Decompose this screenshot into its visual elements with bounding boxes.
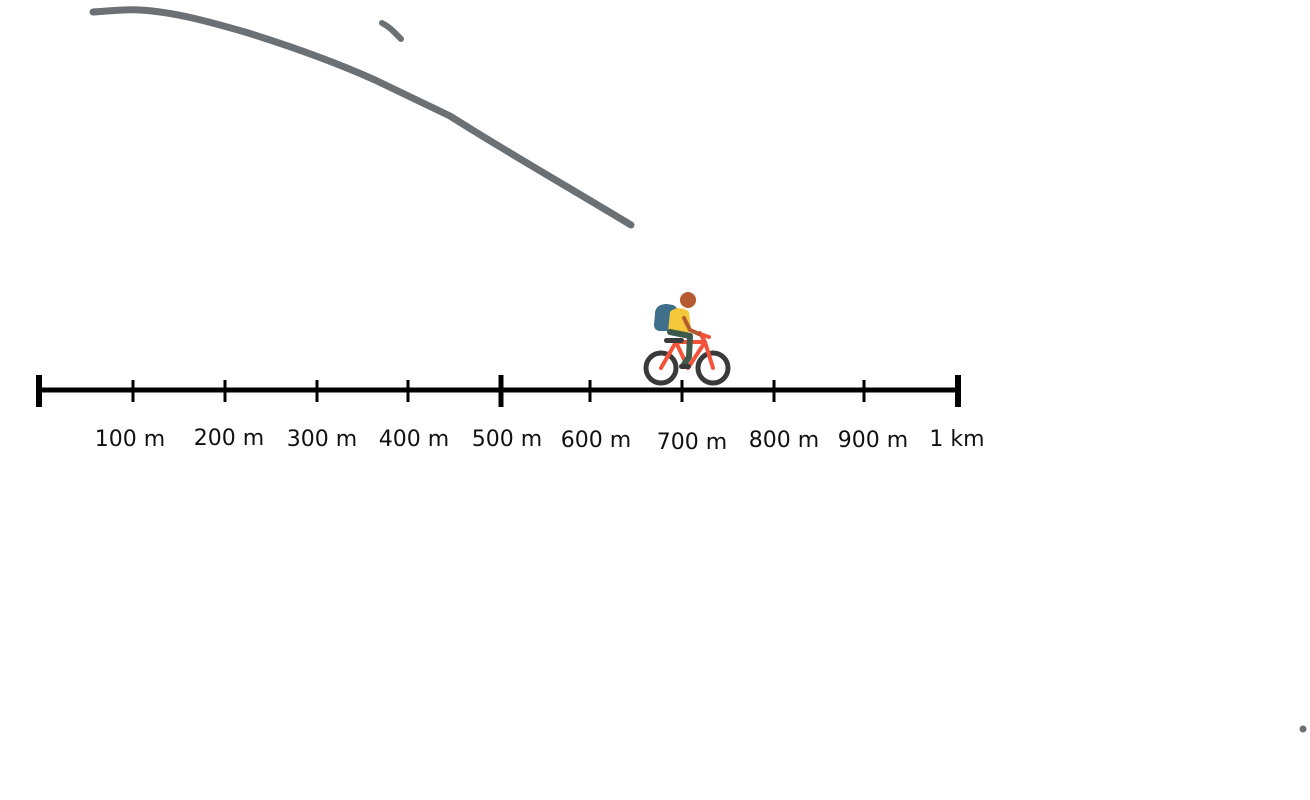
tick-label-600m: 600 m — [561, 428, 631, 453]
tick-label-200m: 200 m — [194, 426, 264, 451]
tick-label-300m: 300 m — [287, 427, 357, 452]
ink-stroke-curve — [89, 6, 635, 229]
cyclist-icon[interactable] — [643, 292, 731, 386]
tick-label-900m: 900 m — [838, 428, 908, 453]
rider-shoe — [679, 364, 691, 369]
tick-label-100m: 100 m — [95, 427, 165, 452]
tick-label-400m: 400 m — [379, 427, 449, 452]
tick-label-700m: 700 m — [657, 430, 727, 455]
ink-stroke-dash — [379, 20, 404, 42]
tick-label-500m: 500 m — [472, 427, 542, 452]
rider-legs — [667, 329, 693, 369]
rider-head — [680, 292, 696, 308]
scale-bar: 100 m 200 m 300 m 400 m 500 m 600 m 700 … — [36, 375, 985, 455]
rider-torso — [668, 308, 691, 335]
bicycle-icon — [643, 331, 731, 386]
rider-arm — [682, 316, 701, 336]
tick-label-1km: 1 km — [929, 427, 984, 452]
ink-dot — [1299, 725, 1307, 733]
tick-label-800m: 800 m — [749, 428, 819, 453]
